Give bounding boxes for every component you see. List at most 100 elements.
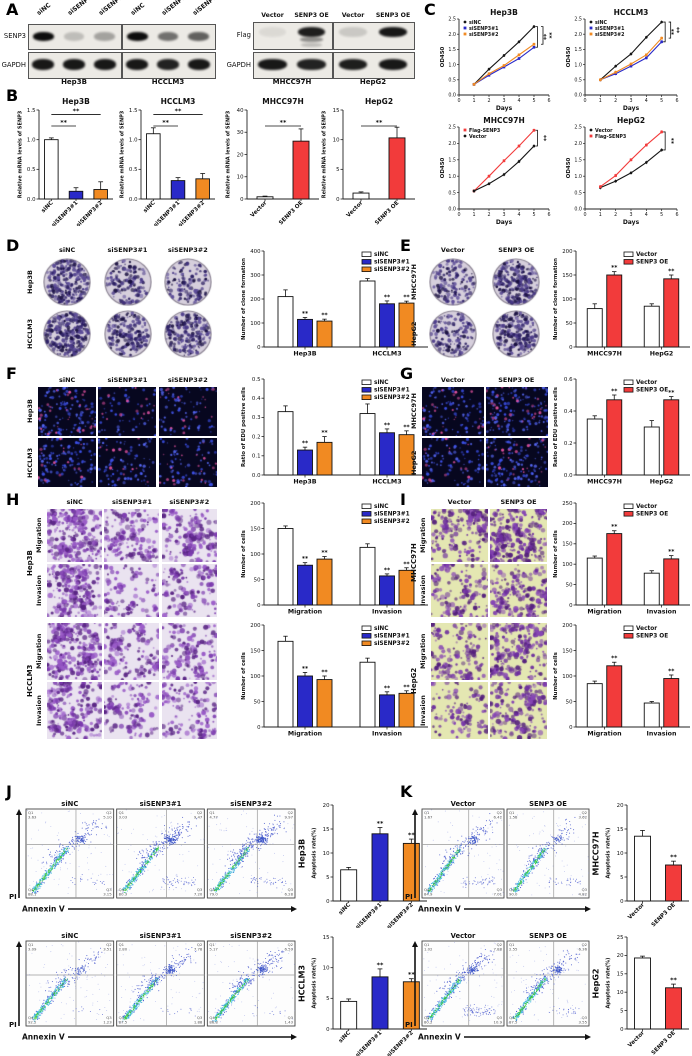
flow-scatter xyxy=(508,945,586,1024)
transwell-image xyxy=(431,682,488,739)
legend-swatch xyxy=(623,503,634,509)
svg-text:siSENP3#1: siSENP3#1 xyxy=(355,1030,384,1056)
series-line xyxy=(473,145,535,192)
lane-label: siNC xyxy=(36,1,53,18)
svg-text:SENP3 OE: SENP3 OE xyxy=(636,634,668,640)
chart-b-mhcc97h: 0 10 20 30 40 Relative mRNA levels of SENP3 MH… xyxy=(224,96,322,226)
svg-text:MHCC97H: MHCC97H xyxy=(262,97,303,106)
colony-plate-image xyxy=(428,310,477,358)
blot-row-label: SENP3 xyxy=(3,32,26,40)
svg-text:SENP3 OE: SENP3 OE xyxy=(636,512,668,518)
svg-text:Invasion: Invasion xyxy=(647,731,677,738)
svg-text:Q2: Q2 xyxy=(106,810,112,815)
flow-scatter xyxy=(508,811,589,896)
chart-g-edu: 0.0 0.2 0.4 0.6 Ratio of EDU positive cells M… xyxy=(550,376,692,488)
panel-j-label: J xyxy=(6,782,12,801)
bar xyxy=(316,679,333,728)
svg-text:Q3: Q3 xyxy=(288,887,294,892)
bar xyxy=(634,835,651,902)
bar xyxy=(195,178,210,200)
svg-text:1.0: 1.0 xyxy=(448,62,456,68)
svg-text:87.5: 87.5 xyxy=(119,1020,128,1025)
gapdh-band xyxy=(378,59,408,70)
svg-text:SENP3 OE: SENP3 OE xyxy=(374,200,400,226)
legend-swatch xyxy=(361,625,372,631)
svg-text:0.6: 0.6 xyxy=(564,377,573,383)
tile-row-label: Migration xyxy=(35,633,43,670)
svg-text:5: 5 xyxy=(660,212,663,218)
lane-label: siSENP3#2 xyxy=(97,0,132,17)
bar xyxy=(586,557,603,606)
svg-text:Number of cells: Number of cells xyxy=(553,652,559,700)
tile-row-label: HCCLM3 xyxy=(26,447,34,478)
svg-text:Migration: Migration xyxy=(288,609,322,616)
edu-fluorescence-image xyxy=(158,387,217,436)
svg-text:150: 150 xyxy=(250,526,261,532)
svg-text:200: 200 xyxy=(562,521,573,527)
svg-text:100: 100 xyxy=(562,297,573,303)
svg-text:1.5: 1.5 xyxy=(448,47,456,53)
edu-fluorescence-image xyxy=(158,438,217,487)
bar xyxy=(379,303,395,348)
svg-text:**: ** xyxy=(302,556,309,563)
bar xyxy=(371,833,389,902)
lane-label: siSENP3#1 xyxy=(66,0,101,17)
tiles-e-colony: Vector SENP3 OE MHCC97H HepG2 xyxy=(410,246,548,360)
svg-text:Q4: Q4 xyxy=(209,887,215,892)
svg-text:6: 6 xyxy=(675,212,678,218)
bar xyxy=(359,413,376,476)
cell-line-label: Hep3B xyxy=(26,550,34,576)
svg-text:MHCC97H: MHCC97H xyxy=(587,351,622,358)
svg-text:100: 100 xyxy=(250,321,261,327)
svg-text:50: 50 xyxy=(254,699,261,705)
chart-h-hcclm3: 0 50 100 150 200 Number of cells Migration ** **… xyxy=(238,622,430,740)
svg-text:**: ** xyxy=(403,424,410,431)
svg-text:0.5: 0.5 xyxy=(129,167,138,173)
panel-c-label: C xyxy=(424,0,436,19)
svg-text:**: ** xyxy=(540,135,547,142)
bar xyxy=(606,399,623,476)
blot-row-label: GAPDH xyxy=(1,61,26,69)
bar xyxy=(316,441,333,476)
svg-text:2.0: 2.0 xyxy=(574,32,582,38)
svg-text:Q3: Q3 xyxy=(197,887,203,892)
svg-text:4: 4 xyxy=(517,98,520,104)
tile-col-header: siSENP3#2 xyxy=(167,376,208,384)
svg-text:Q2: Q2 xyxy=(106,942,112,947)
svg-text:siSENP3#1: siSENP3#1 xyxy=(355,902,384,928)
svg-text:Vector: Vector xyxy=(636,626,657,632)
blot-row-label: Flag xyxy=(236,31,251,39)
bar xyxy=(44,139,59,200)
svg-text:250: 250 xyxy=(562,501,573,507)
svg-text:200: 200 xyxy=(562,623,573,629)
bar xyxy=(663,558,680,606)
tile-col-header: siSENP3#1 xyxy=(112,498,152,506)
lane-label: siSENP3#2 xyxy=(191,0,226,17)
tile-row-label: HCCLM3 xyxy=(26,318,34,350)
svg-text:siNC: siNC xyxy=(469,20,482,26)
svg-text:siSENP3#2: siSENP3#2 xyxy=(76,200,105,226)
blot-row-label: GAPDH xyxy=(226,61,251,69)
svg-text:Days: Days xyxy=(623,105,640,112)
tile-row-label: Invasion xyxy=(419,575,427,606)
bar xyxy=(586,418,603,476)
panel-k-label: K xyxy=(400,782,413,801)
svg-text:10: 10 xyxy=(323,851,330,857)
bar xyxy=(277,296,294,348)
blot-cell-line-label: MHCC97H xyxy=(272,78,312,86)
senp3-band xyxy=(63,31,85,41)
bar xyxy=(297,564,313,606)
svg-text:4: 4 xyxy=(517,212,520,218)
svg-text:1.0: 1.0 xyxy=(27,137,36,143)
svg-text:**: ** xyxy=(73,107,80,115)
bar xyxy=(340,1000,358,1030)
svg-text:Vector: Vector xyxy=(346,200,365,219)
svg-text:siSENP3#1: siSENP3#1 xyxy=(374,260,410,266)
svg-text:**: ** xyxy=(403,561,410,568)
svg-text:**: ** xyxy=(668,549,675,556)
svg-text:Q1: Q1 xyxy=(28,810,34,815)
svg-text:MHCC97H: MHCC97H xyxy=(592,831,601,875)
svg-text:Q2: Q2 xyxy=(288,810,294,815)
